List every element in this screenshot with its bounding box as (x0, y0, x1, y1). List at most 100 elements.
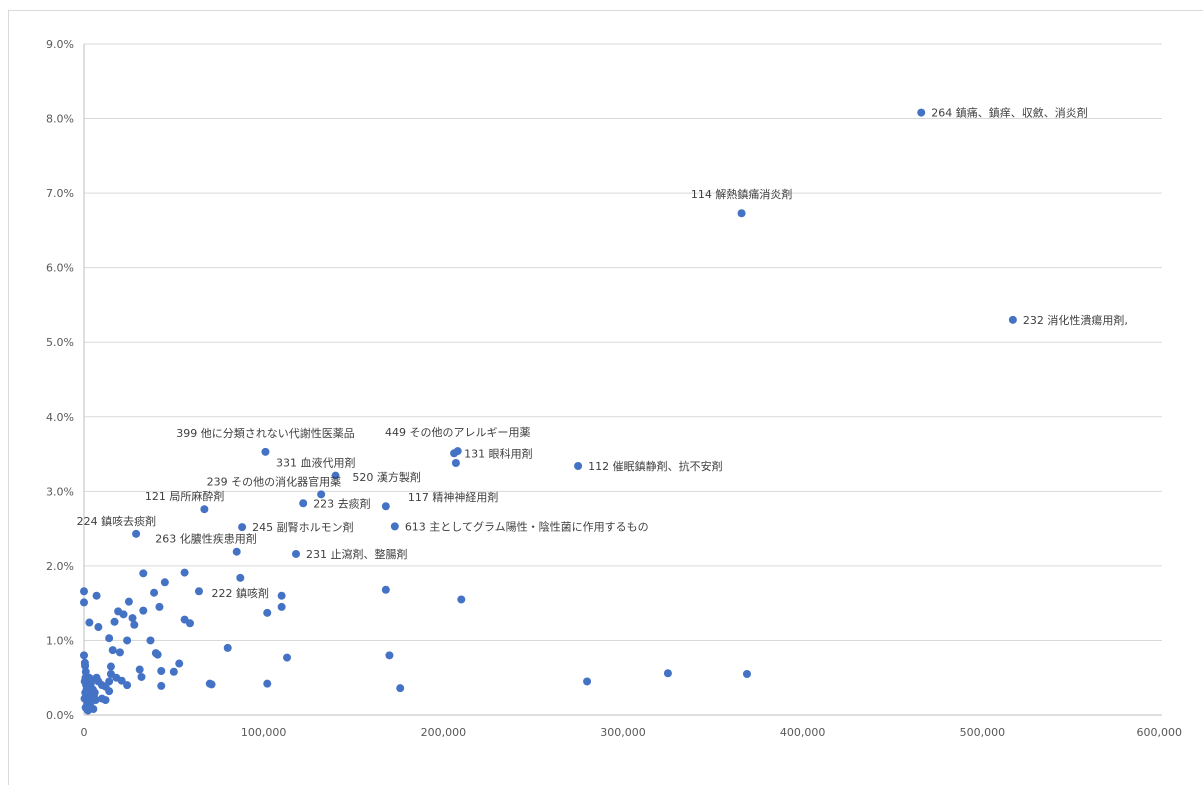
data-point (396, 684, 405, 693)
labeled-data-point (232, 547, 241, 556)
labeled-data-point (132, 529, 141, 538)
data-point (385, 651, 394, 660)
data-point (128, 614, 137, 623)
labeled-data-point (292, 549, 301, 558)
labeled-data-point (299, 499, 308, 508)
data-point (155, 602, 164, 611)
point-label: 131 眼科用剤 (464, 446, 533, 460)
data-point (80, 651, 88, 660)
y-tick-label: 5.0% (46, 336, 74, 349)
point-labels: 264 鎮痛、鎮痒、収斂、消炎剤 114 解熱鎮痛消炎剤 232 消化性潰瘍用剤, 3… (77, 106, 1128, 600)
y-tick-label: 2.0% (46, 560, 74, 573)
data-point (263, 679, 272, 688)
point-label: 117 精神神経用剤 (408, 490, 499, 504)
labeled-data-point (381, 502, 390, 511)
x-tick-label: 200,000 (421, 726, 467, 739)
data-point (106, 669, 115, 678)
point-label: 239 その他の消化器官用薬 (207, 474, 342, 488)
point-label: 224 鎮咳去痰剤 (77, 514, 157, 528)
data-point (119, 610, 128, 619)
data-point (139, 569, 148, 578)
data-point (110, 617, 119, 626)
data-point (81, 661, 90, 670)
data-points (80, 108, 1017, 715)
point-label: 520 漢方製剤 (352, 470, 421, 484)
data-point (124, 597, 133, 606)
labeled-data-point (917, 108, 926, 117)
data-point (105, 687, 114, 696)
data-point (157, 681, 166, 690)
data-point (157, 667, 166, 676)
data-point (151, 649, 160, 658)
labeled-data-point (574, 461, 583, 470)
labeled-data-point (236, 573, 245, 582)
data-point (160, 578, 169, 587)
data-point (105, 634, 114, 643)
data-point (106, 662, 115, 671)
data-point (89, 705, 98, 714)
gridlines (83, 43, 1162, 716)
point-label: 399 他に分類されない代謝性医薬品 (176, 426, 355, 440)
data-point (115, 648, 124, 657)
data-point (146, 636, 155, 645)
data-point (223, 643, 232, 652)
x-tick-label: 500,000 (960, 726, 1006, 739)
point-label: 232 消化性潰瘍用剤, (1023, 313, 1128, 327)
point-label: 114 解熱鎮痛消炎剤 (691, 187, 793, 201)
data-point (186, 619, 195, 628)
data-point (194, 587, 203, 596)
data-point (94, 623, 103, 632)
data-point (139, 606, 148, 615)
data-point (130, 620, 139, 629)
data-point (85, 618, 94, 627)
y-tick-label: 3.0% (46, 485, 74, 498)
data-point (92, 591, 101, 600)
point-label: 231 止瀉剤、整腸剤 (306, 547, 408, 561)
point-label: 263 化膿性疾患用剤 (155, 532, 257, 546)
data-point (108, 646, 117, 655)
labeled-data-point (317, 490, 326, 499)
data-point (175, 659, 184, 668)
labeled-data-point (737, 209, 746, 218)
data-point (137, 672, 146, 681)
point-label: 449 その他のアレルギー用薬 (385, 426, 531, 439)
point-label: 264 鎮痛、鎮痒、収斂、消炎剤 (931, 106, 1087, 120)
data-point (85, 673, 94, 682)
data-point (263, 608, 272, 617)
x-tick-label: 0 (81, 726, 88, 739)
x-tick-label: 100,000 (241, 726, 287, 739)
point-label: 331 血液代用剤 (276, 456, 356, 470)
data-point (457, 595, 466, 604)
labeled-data-point (451, 459, 460, 468)
labeled-data-point (200, 505, 209, 514)
labeled-data-point (450, 449, 459, 458)
x-tick-label: 300,000 (600, 726, 646, 739)
data-point (91, 696, 100, 705)
data-point (381, 585, 390, 594)
labeled-data-point (331, 471, 340, 480)
data-point (207, 680, 216, 689)
point-label: 121 局所麻酔剤 (145, 489, 225, 503)
data-point (663, 669, 672, 678)
y-tick-label: 0.0% (46, 709, 74, 722)
y-tick-label: 4.0% (46, 411, 74, 424)
chart-frame (8, 10, 1203, 785)
data-point (169, 667, 178, 676)
point-label: 222 鎮咳剤 (212, 586, 270, 600)
labeled-data-point (390, 522, 399, 531)
y-axis-ticks: 0.0% 1.0% 2.0% 3.0% 4.0% 5.0% 6.0% 7.0% 8.0% 9.0% (46, 38, 74, 722)
point-label: 613 主としてグラム陽性・陰性菌に作用するもの (405, 519, 649, 533)
data-point (81, 667, 90, 676)
x-axis-ticks: 0 100,000 200,000 300,000 400,000 500,000 600,… (81, 726, 1183, 739)
labeled-data-point (261, 447, 270, 456)
x-tick-label: 600,000 (1137, 726, 1183, 739)
data-point (105, 677, 114, 686)
data-point (101, 696, 110, 705)
data-point (283, 653, 292, 662)
point-label: 245 副腎ホルモン剤 (252, 520, 354, 534)
data-point (180, 568, 189, 577)
data-point (150, 588, 159, 597)
data-point (277, 602, 286, 611)
data-point (135, 665, 144, 674)
